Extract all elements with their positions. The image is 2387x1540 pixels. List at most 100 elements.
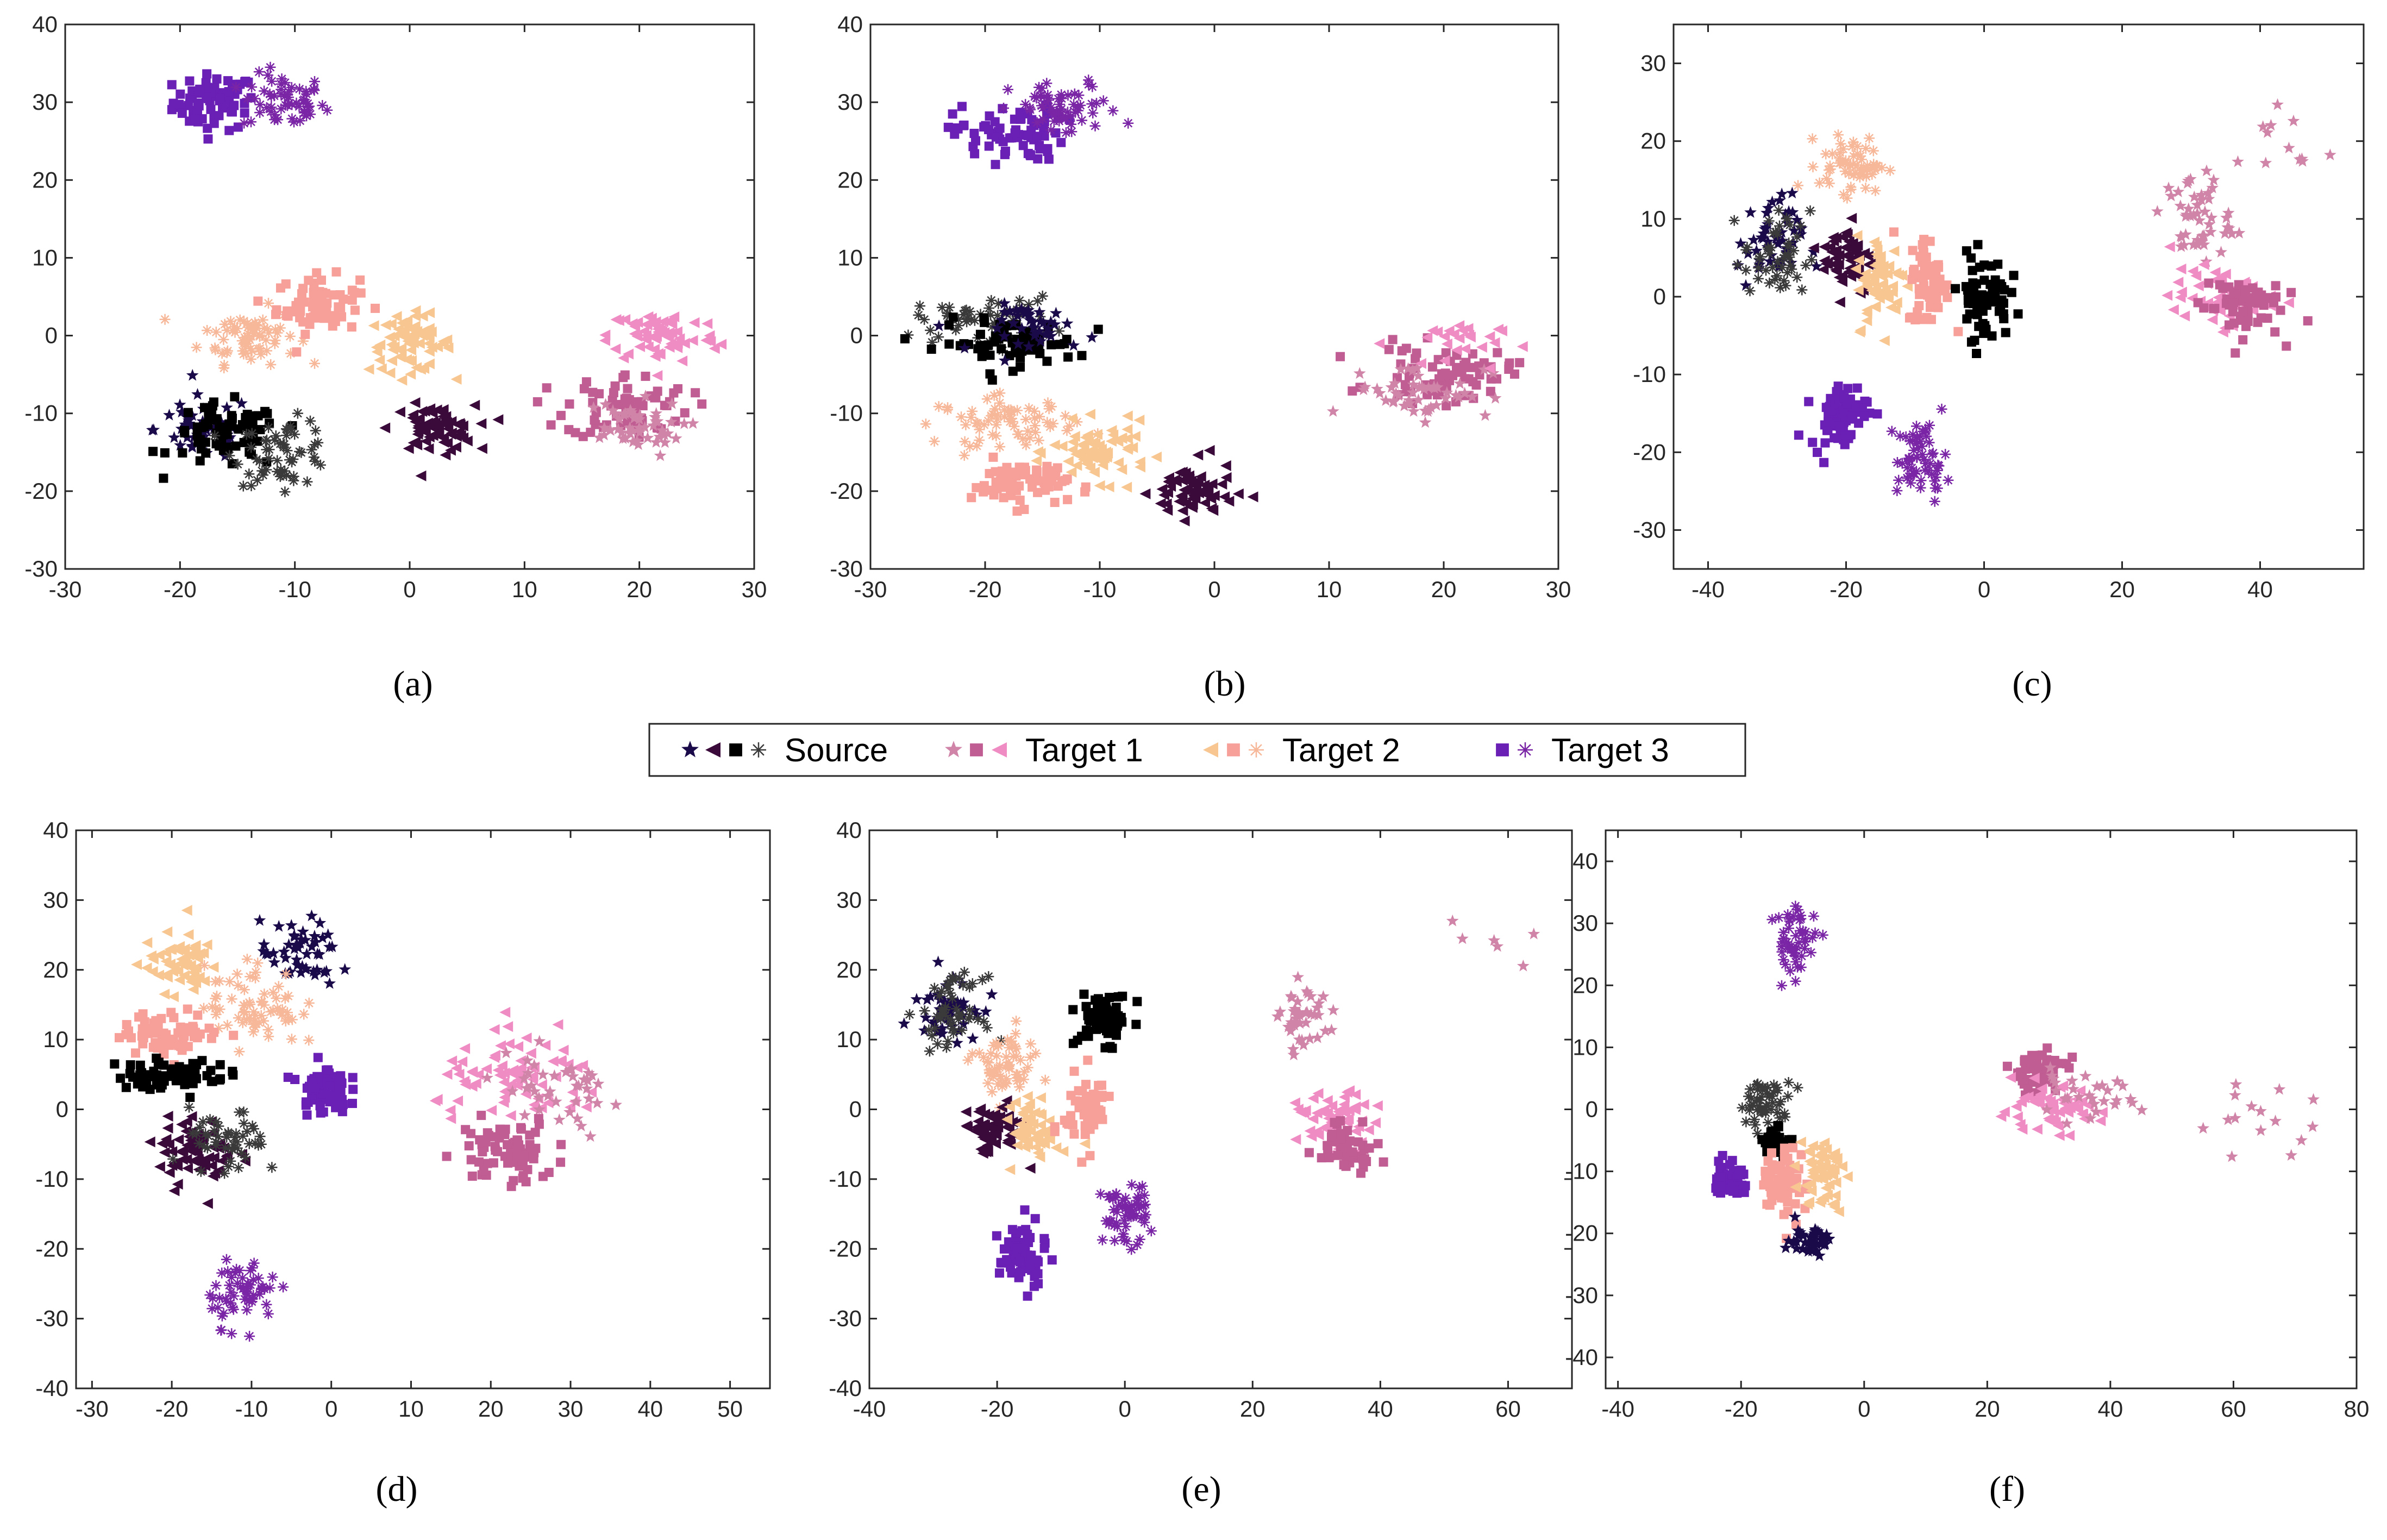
- target-2-square-point: [330, 317, 340, 327]
- target-2-square-point: [355, 275, 365, 285]
- source-asterisk-point: [924, 1046, 935, 1057]
- target-2-asterisk-point: [263, 298, 274, 309]
- source-asterisk-point: [926, 1030, 938, 1041]
- source-triangle-point: [162, 1123, 173, 1134]
- source-square-point: [1093, 1001, 1102, 1011]
- source-star-point: [1011, 309, 1024, 321]
- target-1-square-point: [1343, 1125, 1352, 1135]
- source-square-point: [204, 412, 214, 422]
- y-tick-label: 0: [850, 323, 863, 348]
- legend-target-3-asterisk-marker: [1518, 742, 1533, 758]
- target-2-asterisk-point: [1834, 152, 1845, 164]
- source-triangle-point: [181, 1162, 193, 1174]
- target-1-star-point: [525, 1079, 538, 1091]
- target-3-asterisk-point: [1119, 1200, 1130, 1211]
- target-3-asterisk-point: [1776, 946, 1788, 957]
- target-2-triangle-point: [1087, 452, 1098, 464]
- source-asterisk-point: [1763, 1117, 1774, 1128]
- source-triangle-point: [458, 432, 469, 443]
- target-2-triangle-point: [1001, 1113, 1013, 1125]
- source-triangle-point: [1163, 475, 1175, 487]
- target-1-star-point: [533, 1103, 546, 1115]
- target-2-asterisk-point: [283, 991, 294, 1001]
- target-1-star-point: [582, 1066, 595, 1079]
- target-3-asterisk-point: [1098, 95, 1109, 107]
- target-3-square-point: [1804, 397, 1814, 406]
- target-3-asterisk-point: [1783, 938, 1794, 950]
- source-star-point: [1807, 1238, 1820, 1250]
- target-2-asterisk-point: [1871, 160, 1882, 171]
- source-triangle-point: [1819, 241, 1830, 253]
- source-star-point: [1775, 226, 1788, 238]
- target-1-square-point: [1348, 386, 1357, 396]
- source-square-point: [214, 441, 224, 451]
- x-tick-label: 40: [2247, 577, 2273, 602]
- source-triangle-point: [1199, 497, 1211, 509]
- y-tick-label: 30: [32, 89, 58, 115]
- target-2-triangle-point: [384, 367, 396, 379]
- target-3-asterisk-point: [1778, 933, 1789, 944]
- target-1-square-point: [493, 1147, 503, 1156]
- source-triangle-point: [1202, 481, 1214, 493]
- target-2-square-point: [300, 329, 310, 339]
- source-star-point: [279, 951, 292, 963]
- target-3-asterisk-point: [214, 1292, 225, 1304]
- source-asterisk-point: [213, 1120, 224, 1132]
- source-asterisk-point: [1765, 1104, 1777, 1115]
- source-asterisk-point: [989, 318, 1000, 329]
- target-1-star-point: [1394, 362, 1407, 375]
- target-2-triangle-point: [1036, 1109, 1047, 1120]
- target-2-triangle-point: [1094, 480, 1105, 491]
- source-asterisk-point: [258, 469, 269, 481]
- source-star-point: [1785, 186, 1799, 199]
- target-2-triangle-point: [1107, 429, 1119, 441]
- target-1-triangle-point: [499, 1086, 510, 1097]
- target-3-square-point: [998, 137, 1008, 147]
- target-2-triangle-point: [1034, 1137, 1045, 1149]
- target-1-square-point: [477, 1111, 486, 1120]
- target-3-asterisk-point: [249, 93, 260, 104]
- target-1-star-point: [599, 398, 612, 410]
- target-2-square-point: [331, 267, 341, 277]
- target-3-asterisk-point: [204, 1289, 216, 1301]
- target-2-triangle-point: [407, 323, 418, 335]
- source-square-point: [168, 1064, 178, 1074]
- target-1-star-point: [647, 419, 660, 431]
- x-tick-label: -40: [853, 1396, 886, 1422]
- y-tick-label: 40: [836, 817, 862, 843]
- target-2-triangle-point: [374, 354, 385, 366]
- target-2-asterisk-point: [252, 957, 264, 969]
- target-2-asterisk-point: [981, 393, 993, 405]
- target-2-square-point: [1094, 1105, 1104, 1115]
- target-1-star-point: [593, 431, 606, 443]
- target-2-triangle-point: [1034, 1151, 1045, 1163]
- target-2-triangle-point: [1831, 1153, 1843, 1164]
- target-2-asterisk-point: [309, 358, 320, 369]
- source-star-point: [1024, 314, 1037, 326]
- target-2-triangle-point: [442, 342, 454, 354]
- x-tick-label: 0: [1119, 1396, 1131, 1422]
- target-3-square-point: [185, 93, 195, 103]
- legend-entry: Source: [681, 732, 888, 768]
- target-1-square-point: [2229, 287, 2239, 297]
- source-asterisk-point: [1761, 1101, 1772, 1112]
- legend-target-3-square-marker: [1496, 743, 1509, 756]
- source-square-point: [178, 448, 187, 458]
- target-2-asterisk-point: [1033, 435, 1044, 446]
- source-triangle-point: [1216, 478, 1227, 490]
- source-star-point: [1795, 222, 1808, 234]
- target-1-star-point: [587, 401, 600, 413]
- target-2-asterisk-point: [270, 324, 281, 335]
- target-1-star-point: [2180, 208, 2193, 220]
- target-3-square-point: [1830, 433, 1839, 443]
- target-1-star-point: [1412, 393, 1425, 405]
- y-tick-label: 40: [43, 817, 68, 843]
- source-star-point: [1050, 306, 1062, 319]
- target-2-triangle-point: [1035, 1092, 1046, 1104]
- source-asterisk-point: [191, 1128, 203, 1139]
- target-1-star-point: [2254, 1105, 2267, 1117]
- target-2-triangle-point: [1806, 1159, 1817, 1170]
- target-1-star-point: [506, 1085, 519, 1097]
- target-3-asterisk-point: [1790, 956, 1801, 967]
